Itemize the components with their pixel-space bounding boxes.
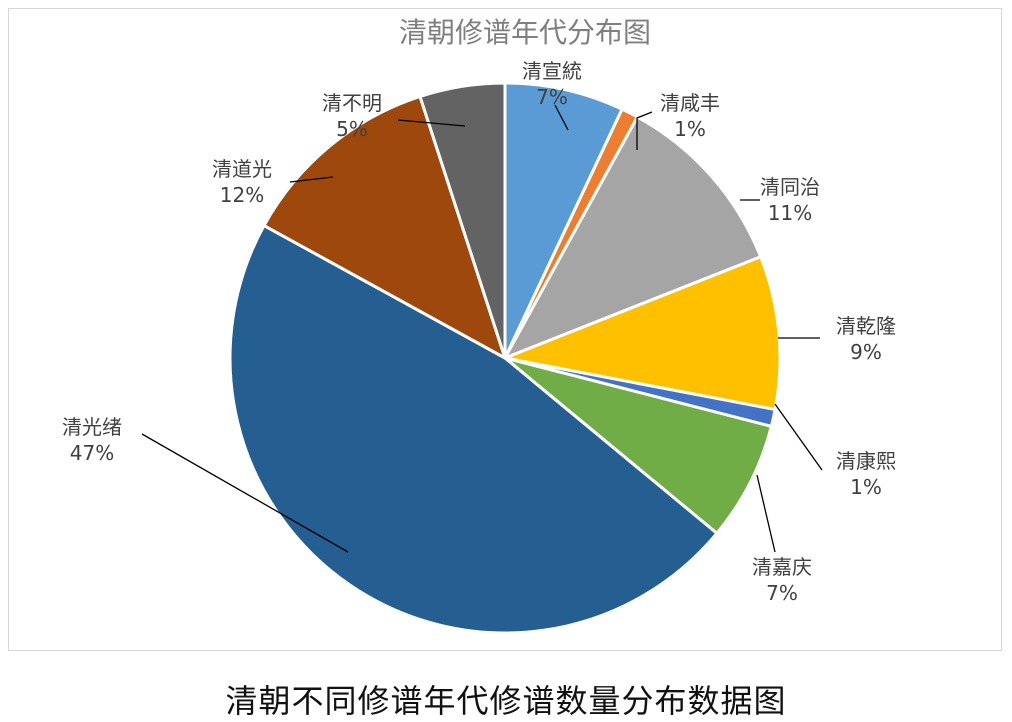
slice-name-label: 清光绪 [62, 415, 122, 439]
slice-value-label: 47% [70, 441, 114, 465]
leader-line-2 [636, 111, 653, 150]
pie-slice-6 [504, 356, 774, 536]
pie-slices [228, 81, 782, 635]
slice-value-label: 11% [768, 201, 812, 225]
leader-line-6 [756, 474, 776, 553]
chart-title: 清朝修谱年代分布图 [399, 16, 651, 49]
slice-value-label: 1% [850, 475, 882, 499]
slice-name-label: 清同治 [760, 175, 820, 199]
slice-name-label: 清不明 [322, 91, 382, 115]
slice-value-label: 7% [766, 581, 798, 605]
slice-name-label: 清嘉庆 [752, 555, 812, 579]
pie-slice-8 [261, 94, 508, 362]
slice-value-label: 12% [220, 183, 264, 207]
slice-value-label: 5% [336, 117, 368, 141]
slice-value-label: 7% [536, 85, 568, 109]
slice-name-label: 清宣統 [522, 59, 582, 83]
pie-slice-9 [418, 81, 507, 359]
slice-name-label: 清乾隆 [836, 314, 896, 338]
leader-line-8 [289, 176, 334, 183]
slice-name-label: 清道光 [212, 157, 272, 181]
figure-caption: 清朝不同修谱年代修谱数量分布数据图 [225, 682, 787, 720]
leader-line-5 [774, 403, 823, 471]
pie-slice-4 [499, 254, 782, 412]
slice-value-label: 9% [850, 340, 882, 364]
pie-slice-1 [503, 81, 625, 359]
slice-name-label: 清康熙 [836, 449, 896, 473]
leader-line-1 [554, 104, 569, 131]
slice-value-label: 1% [674, 117, 706, 141]
leader-line-7 [141, 433, 349, 553]
slice-name-label: 清咸丰 [660, 91, 720, 115]
pie-slice-7 [228, 223, 720, 635]
leader-lines [141, 104, 823, 553]
pie-slice-3 [501, 114, 763, 361]
leader-line-9 [397, 119, 466, 127]
